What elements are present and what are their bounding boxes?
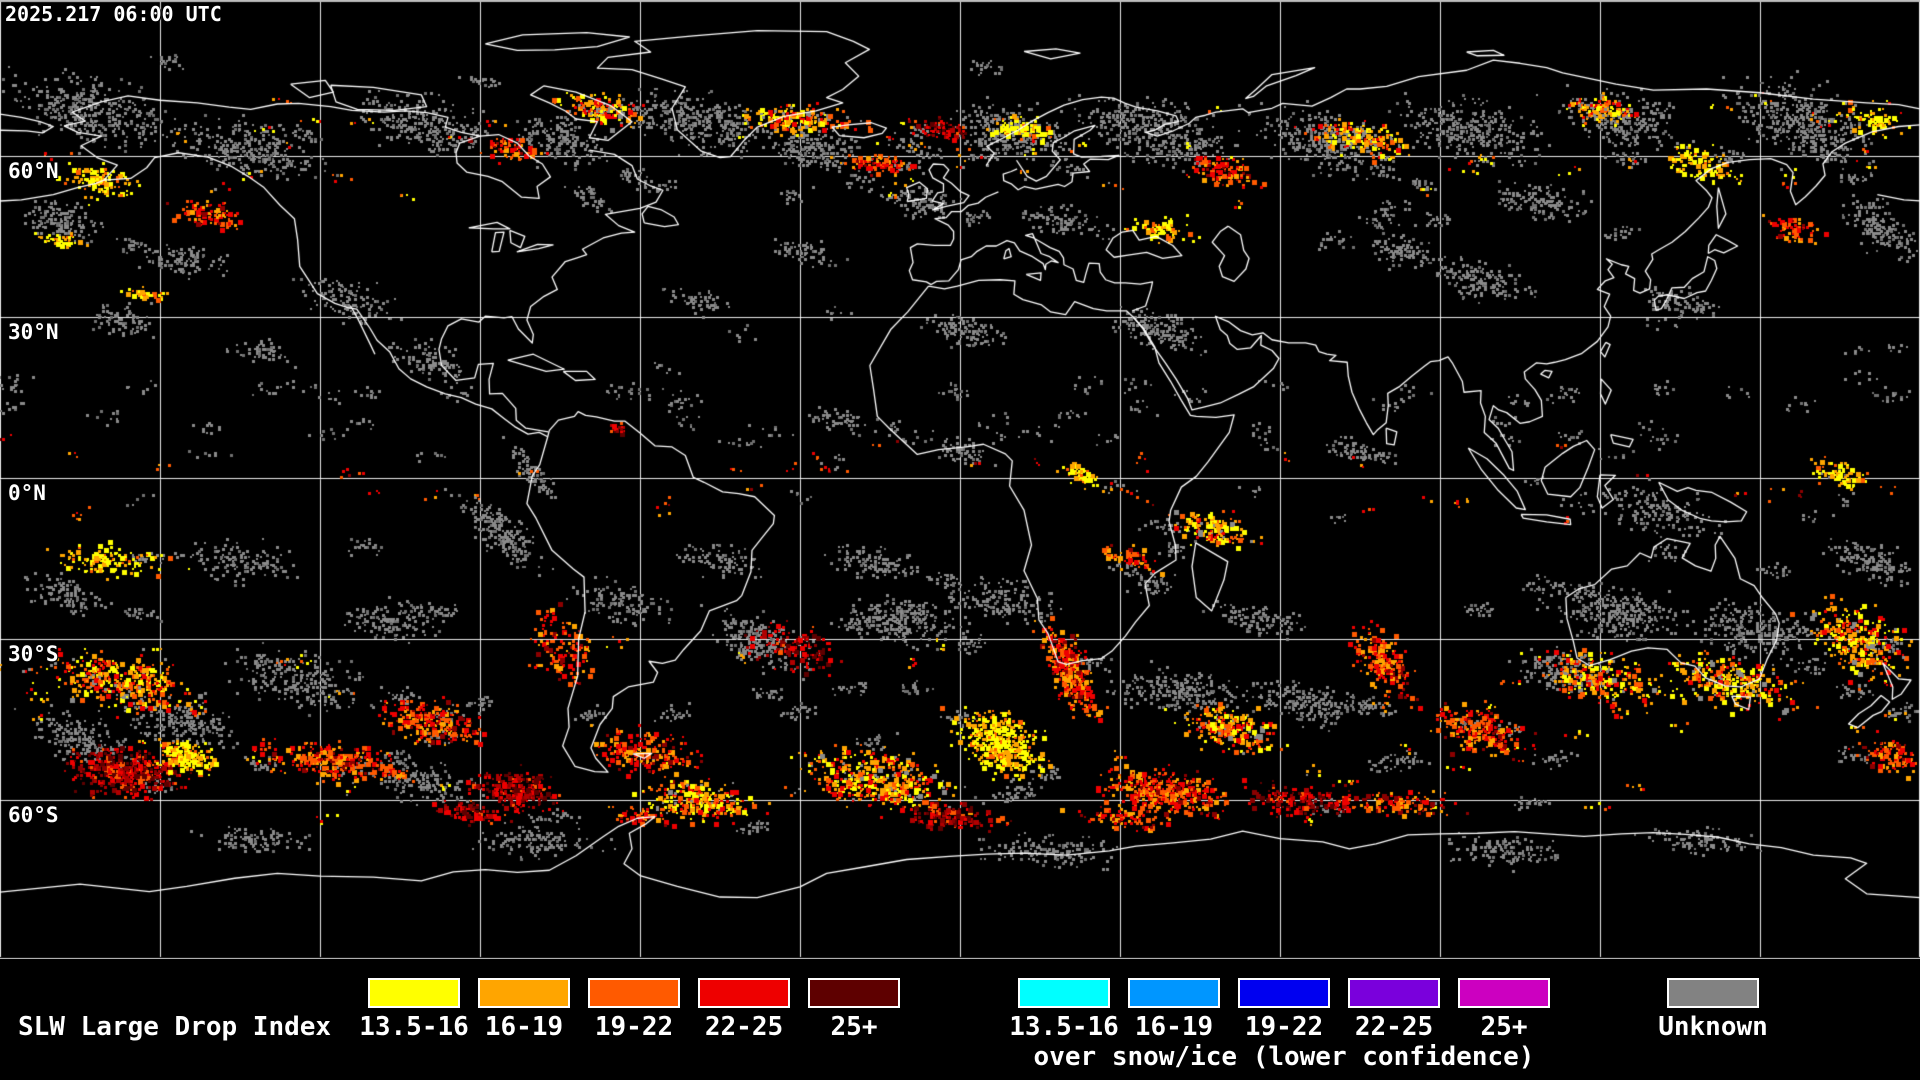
lat-label-30S: 30°S [8, 642, 59, 666]
legend-snowice-label-13.5-16: 13.5-16 [1009, 1012, 1119, 1042]
legend-normal-swatch-22-25 [698, 978, 790, 1008]
legend-title: SLW Large Drop Index [18, 1012, 332, 1042]
legend-snowice-swatch-25+ [1458, 978, 1550, 1008]
lat-label-0N: 0°N [8, 481, 46, 505]
legend: SLW Large Drop Index 13.5-16 16-19 19-22 22… [0, 959, 1920, 1080]
legend-snowice-swatch-19-22 [1238, 978, 1330, 1008]
legend-normal-label-13.5-16: 13.5-16 [359, 1012, 469, 1042]
legend-unknown-swatch-Unknown [1667, 978, 1759, 1008]
lat-label-30N: 30°N [8, 320, 59, 344]
legend-snowice-swatch-22-25 [1348, 978, 1440, 1008]
legend-normal-swatch-19-22 [588, 978, 680, 1008]
legend-snowice-label-16-19: 16-19 [1134, 1012, 1214, 1042]
lat-label-60N: 60°N [8, 159, 59, 183]
legend-snowice-swatch-13.5-16 [1018, 978, 1110, 1008]
lat-label-60S: 60°S [8, 803, 59, 827]
legend-unknown-label-Unknown: Unknown [1658, 1012, 1768, 1042]
legend-snowice-label-19-22: 19-22 [1244, 1012, 1324, 1042]
legend-normal-label-19-22: 19-22 [594, 1012, 674, 1042]
legend-normal-swatch-13.5-16 [368, 978, 460, 1008]
legend-normal-swatch-16-19 [478, 978, 570, 1008]
legend-normal-label-16-19: 16-19 [484, 1012, 564, 1042]
legend-normal-label-22-25: 22-25 [704, 1012, 784, 1042]
legend-normal-swatch-25+ [808, 978, 900, 1008]
legend-snowice-label-22-25: 22-25 [1354, 1012, 1434, 1042]
legend-snowice-swatch-16-19 [1128, 978, 1220, 1008]
legend-normal-label-25+: 25+ [830, 1012, 878, 1042]
timestamp: 2025.217 06:00 UTC [5, 2, 222, 26]
legend-snowice-subtitle: over snow/ice (lower confidence) [1033, 1042, 1535, 1072]
legend-snowice-label-25+: 25+ [1480, 1012, 1528, 1042]
